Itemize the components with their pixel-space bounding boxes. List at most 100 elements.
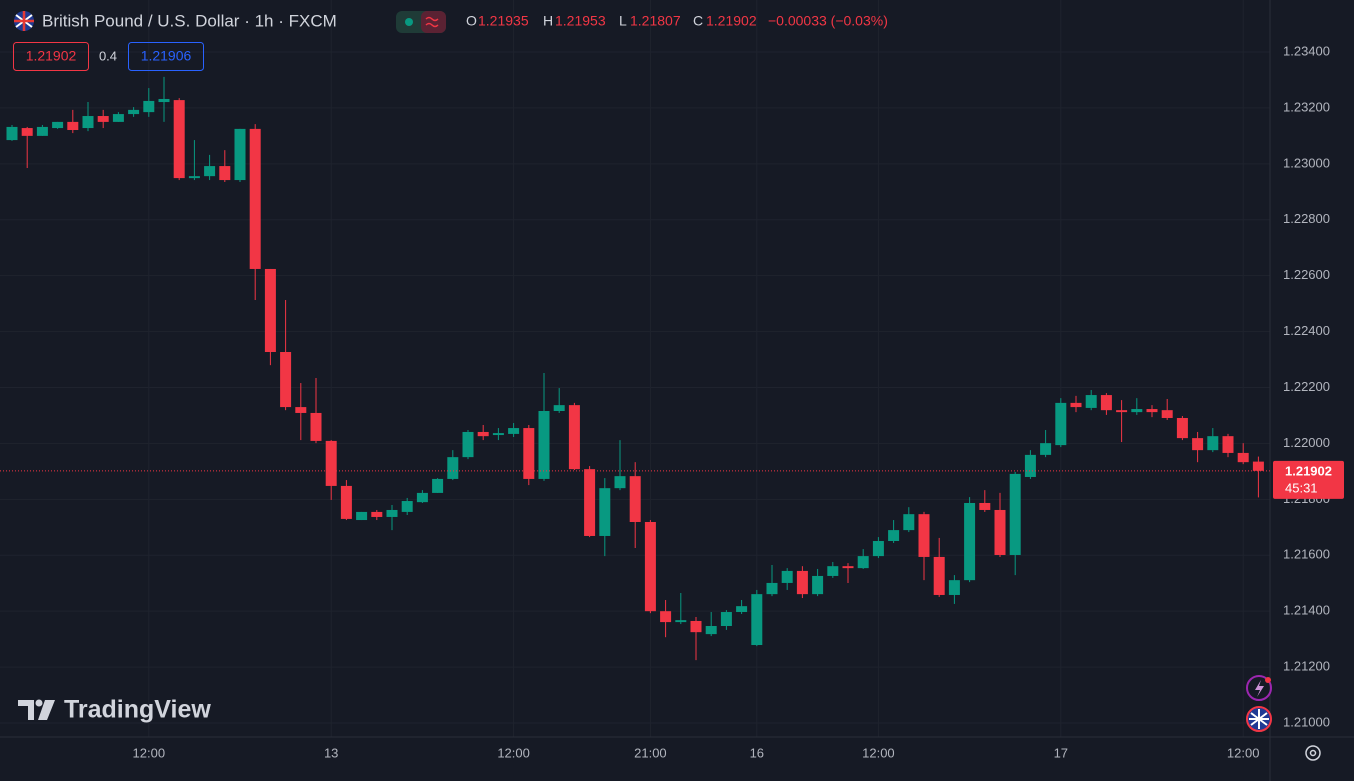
candle-body: [508, 428, 520, 434]
candle-body: [325, 440, 337, 486]
candle-body: [219, 166, 231, 181]
candle-body: [432, 478, 444, 493]
candle-body: [888, 530, 900, 542]
candle-body: [188, 176, 200, 179]
candle-body: [264, 268, 276, 353]
candle-body: [1070, 402, 1082, 408]
candle-body: [690, 620, 702, 633]
candle-body: [660, 611, 672, 623]
candle-body: [462, 431, 474, 458]
candle-body: [295, 407, 307, 413]
candle-body: [1131, 409, 1143, 413]
y-tick-label: 1.22000: [1283, 435, 1330, 450]
candle-body: [6, 126, 18, 141]
settings-icon[interactable]: [1305, 745, 1321, 761]
candle-body: [1024, 454, 1036, 477]
legend-value: 1.21935: [478, 13, 529, 29]
candle-body: [1192, 438, 1204, 451]
sell-button[interactable]: [13, 42, 89, 71]
candle-body: [994, 509, 1006, 555]
alert-icon: [1255, 680, 1264, 697]
candle-body: [751, 594, 763, 646]
candle-body: [1116, 410, 1128, 413]
y-tick-label: 1.22600: [1283, 267, 1330, 282]
legend-label: O: [466, 13, 477, 29]
candle-body: [340, 485, 352, 519]
candle-body: [158, 98, 170, 103]
buy-button[interactable]: [128, 42, 204, 71]
y-tick-label: 1.22800: [1283, 211, 1330, 226]
candle-body: [82, 116, 94, 129]
candle-body: [1252, 461, 1264, 471]
candle-body: [538, 410, 550, 479]
candle-body: [705, 626, 717, 635]
candle-body: [857, 556, 869, 569]
y-tick-label: 1.21200: [1283, 659, 1330, 674]
legend-label: H: [543, 13, 553, 29]
candle-body: [386, 509, 398, 517]
candle-body: [948, 580, 960, 595]
watermark: TradingView: [64, 696, 211, 724]
legend-value: 1.21953: [555, 13, 606, 29]
logo: [18, 700, 34, 720]
ask-price[interactable]: 1.21906: [141, 48, 192, 64]
candle-body: [1009, 473, 1021, 555]
logo: [35, 699, 43, 707]
candle-body: [1161, 410, 1173, 418]
candle-body: [371, 511, 383, 517]
last-price-box: [1273, 460, 1344, 499]
candle-body: [477, 431, 489, 437]
countdown: 45:31: [1285, 480, 1318, 495]
status-pill[interactable]: [421, 11, 446, 33]
legend-change: −0.00033 (−0.03%): [768, 13, 888, 29]
alert-dot: [1265, 677, 1271, 683]
market-open-dot: [405, 18, 413, 26]
candle-body: [1146, 409, 1158, 413]
overlay: 1.21902 45:31: [0, 460, 1344, 499]
candle-body: [249, 128, 261, 269]
candle-body: [97, 116, 109, 122]
candle-body: [523, 428, 535, 479]
candle-body: [447, 457, 459, 479]
symbol-icon-cross: [14, 11, 34, 31]
candle-body: [143, 100, 155, 113]
candle-body: [1207, 436, 1219, 451]
candles: [6, 76, 1264, 661]
candle-body: [128, 109, 140, 115]
chart-title: British Pound / U.S. Dollar · 1h · FXCM: [42, 11, 337, 30]
candle-body: [979, 502, 991, 510]
delay-icon: [425, 16, 439, 28]
x-tick-label: 12:00: [133, 745, 166, 760]
y-tick-label: 1.23000: [1283, 155, 1330, 170]
candle-body: [234, 128, 246, 181]
candle-body: [36, 126, 48, 136]
candle-body: [736, 606, 748, 613]
x-tick-label: 12:00: [862, 745, 895, 760]
candle-body: [21, 128, 33, 136]
candle-body: [310, 412, 322, 441]
legend-label: L: [619, 13, 627, 29]
candle-body: [644, 521, 656, 612]
candle-body: [492, 433, 504, 436]
alert-icon[interactable]: [1246, 675, 1272, 701]
candle-body: [52, 121, 64, 129]
y-tick-label: 1.22200: [1283, 379, 1330, 394]
candle-body: [1100, 395, 1112, 411]
x-tick-label: 12:00: [497, 745, 530, 760]
candle-body: [827, 566, 839, 576]
candle-body: [933, 556, 945, 595]
candle-body: [568, 405, 580, 470]
candle-body: [356, 511, 368, 521]
bid-price[interactable]: 1.21902: [26, 48, 77, 64]
candle-body: [553, 405, 565, 411]
y-tick-label: 1.23200: [1283, 99, 1330, 114]
legend-value: 1.21902: [706, 13, 757, 29]
candle-body: [720, 612, 732, 627]
candle-body: [1237, 452, 1249, 463]
candle-body: [1055, 402, 1067, 446]
candle-body: [872, 541, 884, 557]
candle-body: [842, 566, 854, 569]
x-tick-label: 17: [1054, 745, 1068, 760]
